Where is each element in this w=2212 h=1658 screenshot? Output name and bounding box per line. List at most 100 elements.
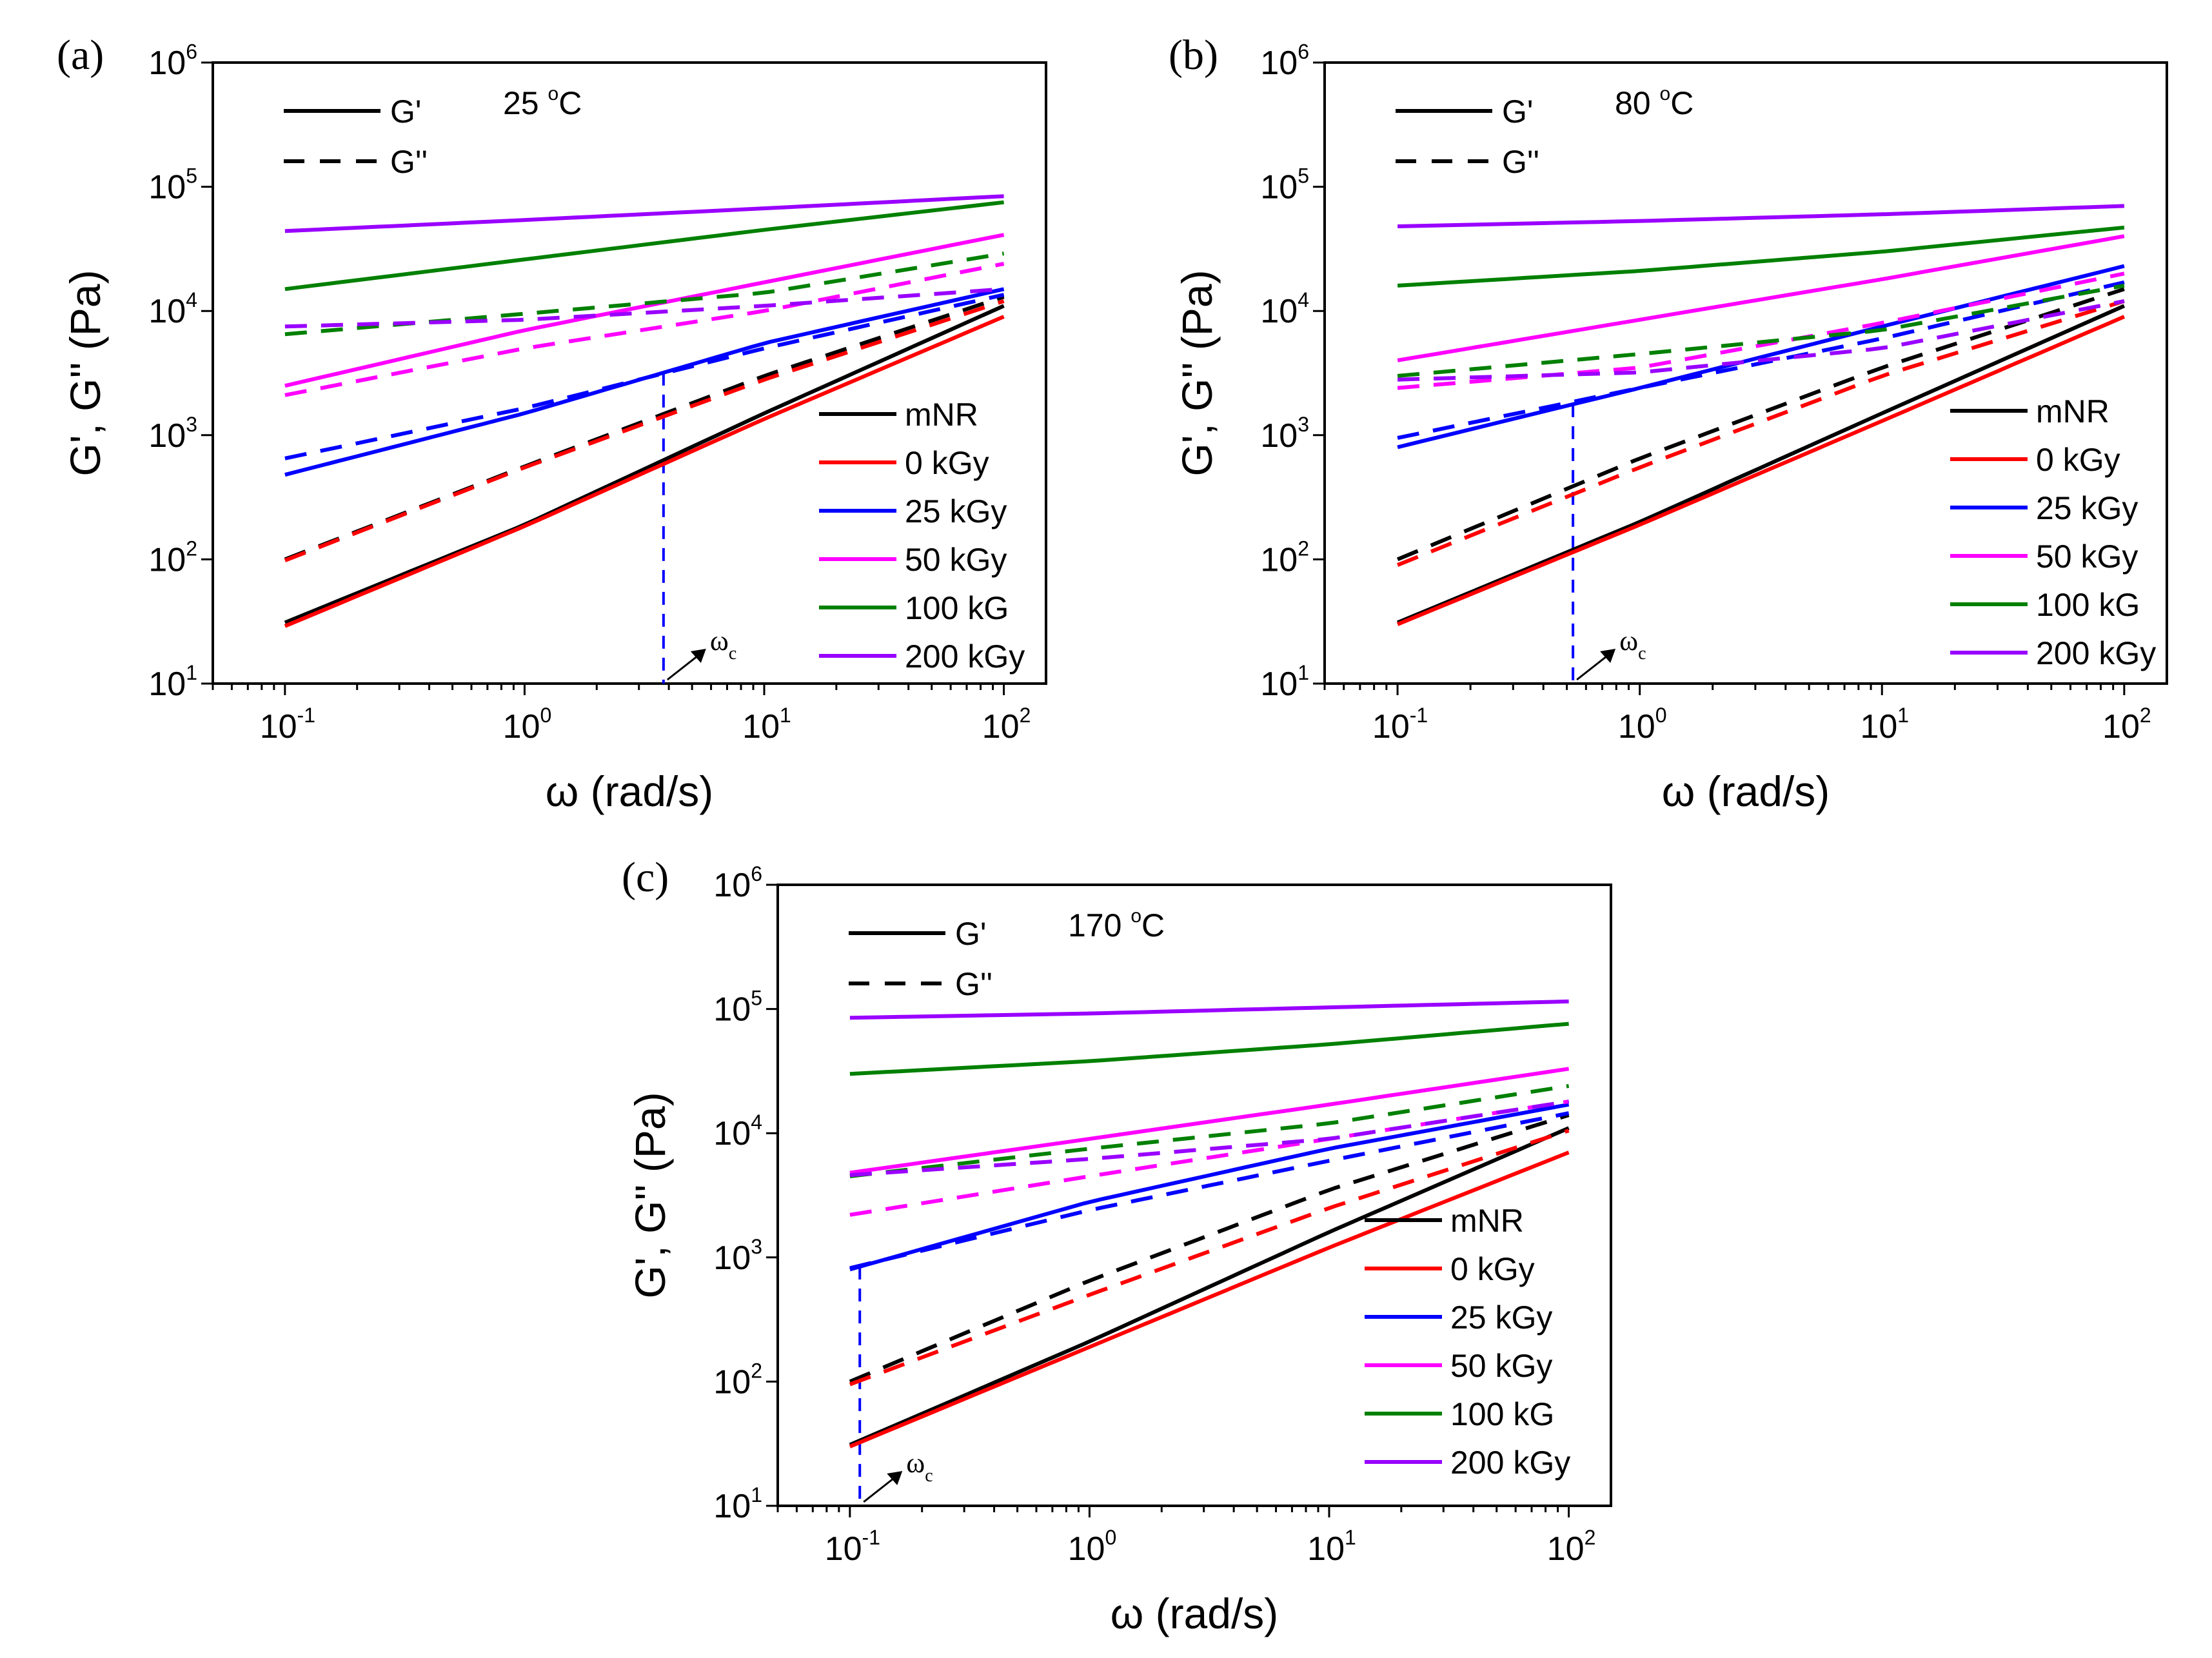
x-axis-title: ω (rad/s) [1111,1590,1279,1637]
temperature-label: 80 oC [1615,83,1694,121]
x-tick-label: 102 [982,704,1031,745]
crossover-arrowhead [1600,649,1616,663]
legend-label: 50 kGy [1450,1348,1552,1384]
series-25-kgy-gpp [284,293,1005,460]
y-tick-label: 105 [1260,164,1309,206]
y-tick-label: 103 [713,1235,762,1277]
x-tick-label: 101 [1860,704,1909,745]
x-tick-label: 100 [503,704,552,745]
x-tick-label: 10-1 [260,704,315,745]
series-200-kgy-gpp [849,1100,1570,1178]
legend-label: 200 kGy [2036,635,2156,671]
legend-label: 50 kGy [905,542,1007,578]
legend-label: 50 kGy [2036,538,2138,575]
crossover-arrowhead [887,1471,903,1485]
series-mnr-gpp [1396,287,2125,562]
y-tick-label: 103 [148,413,197,455]
series-50-kgy-gpp [1397,271,2125,390]
x-tick-label: 101 [742,704,791,745]
x-tick-label: 10-1 [1372,704,1428,745]
legend-label: 25 kGy [905,493,1007,529]
series-50-kgy-gp [284,233,1005,388]
series-0-kgy-gpp [284,299,1005,562]
legend-label: 0 kGy [1450,1251,1535,1287]
series-200-kgy-gpp [284,287,1004,329]
y-tick-label: 104 [1260,288,1309,330]
series-0-kgy-gp [1396,315,2126,626]
legend-label: 100 kG [2036,587,2140,623]
legend-label: 25 kGy [2036,490,2138,526]
y-tick-label: 102 [713,1359,762,1401]
series-100-kg-gpp [1397,283,2125,378]
legend-label: 200 kGy [905,638,1025,675]
series-100-kg-gpp [849,1084,1570,1178]
legend-label: 25 kGy [1450,1299,1552,1336]
x-tick-label: 100 [1068,1526,1117,1568]
series-200-kgy-gpp [1397,299,2125,382]
series-mnr-gpp [849,1113,1570,1384]
series-25-kgy-gp [1397,264,2125,449]
legend-label: 100 kG [905,590,1009,626]
x-tick-label: 101 [1307,1526,1356,1568]
y-tick-label: 105 [148,164,197,206]
x-tick-label: 102 [2102,704,2151,745]
chart-panel-3: 10-1 100 101 102 101 102 103 104 105 106 ω (rad/s)… [622,854,1612,1637]
legend-line-label: G' [1502,94,1533,130]
crossover-label: ωc [1619,625,1646,664]
series-50-kgy-gp [849,1067,1570,1175]
series-200-kgy-gp [284,194,1004,233]
legend-line-label: G'' [390,144,428,180]
series-mnr-gp [849,1126,1570,1447]
series-100-kg-gp [849,1021,1569,1076]
series-50-kgy-gpp [284,262,1005,397]
y-tick-label: 104 [713,1110,762,1152]
y-tick-label: 102 [1260,537,1309,578]
legend-label: 200 kGy [1450,1445,1570,1481]
y-tick-label: 101 [148,661,197,703]
series-mnr-gp [1396,304,2126,625]
plot-frame [212,61,1047,685]
series-0-kgy-gp [849,1150,1570,1448]
y-tick-label: 106 [1260,40,1309,82]
series-mnr-gp [284,304,1005,625]
y-axis-title: G', G'' (Pa) [1173,270,1221,476]
series-25-kgy-gp [849,1102,1570,1272]
legend-line-label: G' [955,916,986,952]
y-axis-title: G', G'' (Pa) [626,1092,674,1298]
legend-label: mNR [2036,393,2109,429]
legend-line-label: G'' [955,966,992,1002]
plot-frame [776,883,1612,1507]
legend-label: 100 kG [1450,1396,1554,1432]
y-tick-label: 105 [713,987,762,1029]
y-tick-label: 103 [1260,413,1309,455]
crossover-label: ωc [710,625,736,664]
series-50-kgy-gp [1397,234,2125,362]
panel-label: (b) [1169,32,1218,79]
y-tick-label: 106 [713,862,762,904]
chart-panel-2: 10-1 100 101 102 101 102 103 104 105 106 ω (rad/s)… [1169,32,2168,815]
series-0-kgy-gpp [849,1129,1570,1387]
series-100-kg-gp [1397,225,2125,288]
crossover-arrowhead [690,649,706,663]
x-tick-label: 100 [1618,704,1667,745]
series-0-kgy-gp [284,315,1005,628]
y-tick-label: 102 [148,537,197,578]
legend-line-label: G'' [1502,144,1539,180]
x-tick-label: 102 [1547,1526,1596,1568]
series-100-kg-gpp [284,252,1005,337]
y-tick-label: 101 [713,1483,762,1525]
panel-label: (a) [57,32,104,79]
crossover-label: ωc [906,1447,933,1486]
y-tick-label: 106 [148,40,197,82]
series-200-kgy-gp [849,999,1569,1020]
chart-panel-1: 10-1 100 101 102 101 102 103 104 105 106 ω (rad/s)… [57,32,1047,815]
temperature-label: 170 oC [1068,905,1165,943]
x-axis-title: ω (rad/s) [546,767,714,815]
legend-label: mNR [905,397,978,433]
plot-frame [1323,61,2168,685]
series-50-kgy-gpp [849,1100,1570,1217]
series-25-kgy-gpp [1397,280,2125,440]
legend-label: 0 kGy [2036,442,2120,478]
x-axis-title: ω (rad/s) [1662,767,1830,815]
